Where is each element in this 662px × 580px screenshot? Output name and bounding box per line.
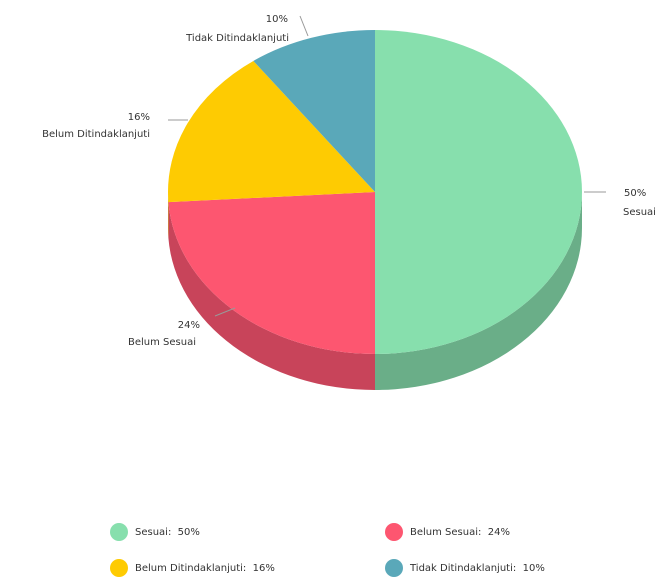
legend-label-belum-ditindaklanjuti: Belum Ditindaklanjuti: 16% (135, 562, 275, 574)
data-label-percent-sesuai: 50% (624, 188, 646, 199)
legend-swatch-belum-ditindaklanjuti (110, 559, 128, 577)
legend-label-tidak-ditindaklanjuti: Tidak Ditindaklanjuti: 10% (410, 562, 545, 574)
data-label-percent-tidak-ditindaklanjuti: 10% (266, 14, 288, 25)
legend-item-belum-sesuai[interactable]: Belum Sesuai: 24% (385, 520, 510, 544)
legend-label-belum-sesuai: Belum Sesuai: 24% (410, 526, 510, 538)
pie-3d-sides (168, 192, 582, 391)
pie-slice-belum-ditindaklanjuti[interactable] (167, 60, 375, 203)
legend-item-belum-ditindaklanjuti[interactable]: Belum Ditindaklanjuti: 16% (110, 556, 275, 580)
pie-slice-belum-sesuai[interactable] (168, 192, 375, 354)
pie-slices (167, 30, 582, 354)
label-connector-tidak-ditindaklanjuti (299, 15, 309, 37)
pie-data-labels: 50% Sesuai 24% Belum Sesuai 16% Belum Ditinda… (42, 14, 656, 348)
pie-slice-tidak-ditindaklanjuti[interactable] (253, 30, 375, 192)
pie-slice-sesuai[interactable] (375, 30, 582, 354)
data-label-name-sesuai: Sesuai (623, 207, 656, 218)
data-label-percent-belum-ditindaklanjuti: 16% (128, 112, 150, 123)
chart-legend: Sesuai: 50% Belum Sesuai: 24% Belum Diti… (110, 520, 610, 580)
data-label-name-tidak-ditindaklanjuti: Tidak Ditindaklanjuti (185, 33, 289, 44)
legend-swatch-tidak-ditindaklanjuti (385, 559, 403, 577)
data-label-percent-belum-sesuai: 24% (178, 320, 200, 331)
legend-swatch-sesuai (110, 523, 128, 541)
legend-label-sesuai: Sesuai: 50% (135, 526, 200, 538)
legend-swatch-belum-sesuai (385, 523, 403, 541)
legend-item-tidak-ditindaklanjuti[interactable]: Tidak Ditindaklanjuti: 10% (385, 556, 545, 580)
pie-chart: 50% Sesuai 24% Belum Sesuai 16% Belum Ditinda… (42, 14, 656, 391)
pie-side-belum-sesuai (168, 202, 375, 391)
label-connector-belum-sesuai (214, 307, 236, 317)
pie-side-sesuai (375, 192, 582, 390)
data-label-name-belum-sesuai: Belum Sesuai (128, 337, 196, 348)
legend-item-sesuai[interactable]: Sesuai: 50% (110, 520, 200, 544)
data-label-name-belum-ditindaklanjuti: Belum Ditindaklanjuti (42, 129, 150, 140)
